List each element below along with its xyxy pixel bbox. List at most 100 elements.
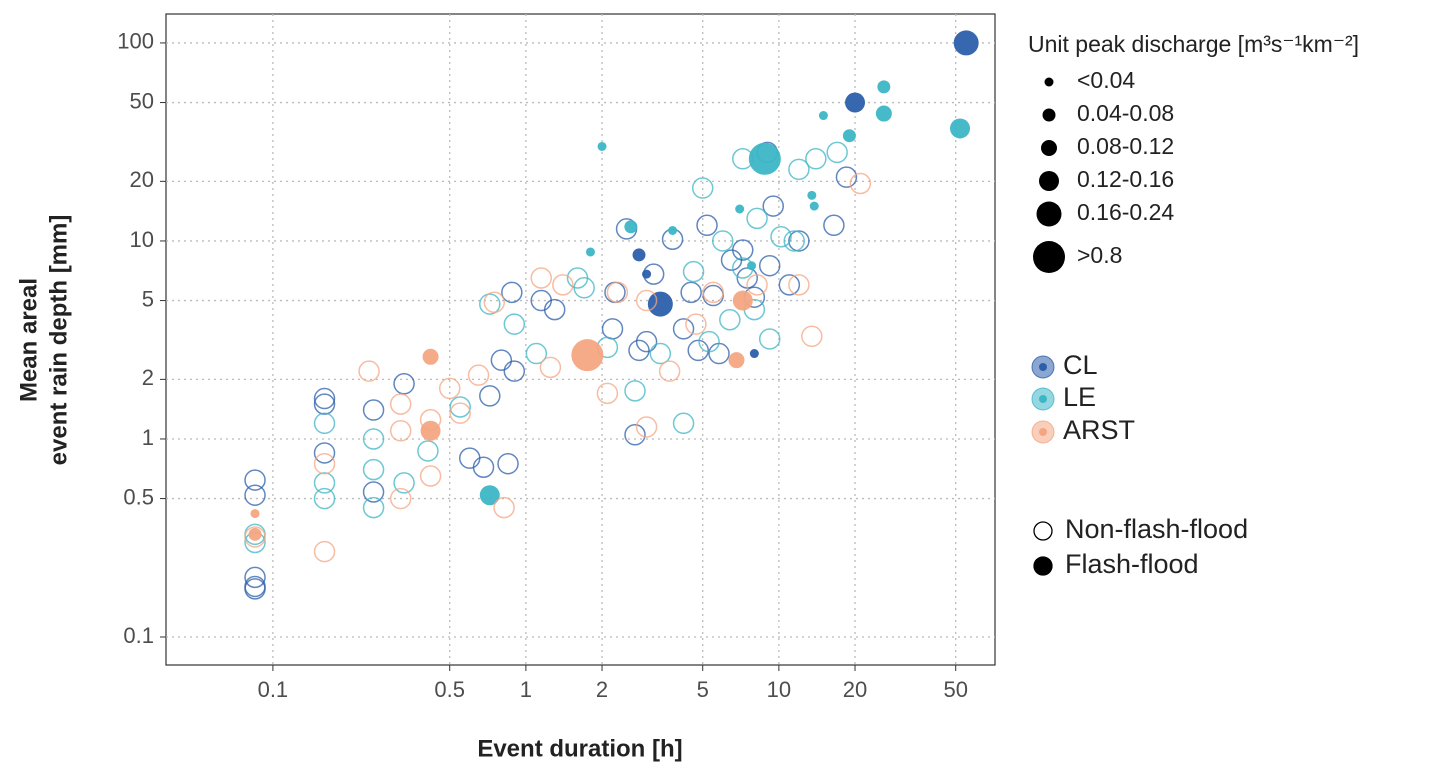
flash-point [747,261,757,271]
flood-legend-key [1033,556,1053,576]
non-flash-point [720,249,743,271]
flash-point [818,111,828,121]
non-flash-point [539,356,562,379]
non-flash-point [691,177,714,199]
flash-point [597,141,607,151]
non-flash-point [530,289,552,312]
non-flash-point [525,342,548,365]
non-flash-point [758,328,781,350]
non-flash-point [758,254,781,277]
flash-point [875,105,892,122]
x-tick-label: 50 [943,677,967,702]
x-tick-label: 5 [697,677,709,702]
size-legend-key [1044,77,1054,87]
non-flash-point [244,469,266,491]
x-tick-label: 0.1 [258,677,289,702]
non-flash-point [788,230,810,252]
non-flash-point [393,373,415,395]
flash-point [422,348,439,365]
non-flash-point [788,274,810,296]
y-tick-label: 0.1 [123,623,154,648]
non-flash-point [362,481,385,503]
non-flash-point [698,330,720,353]
flash-point [877,80,891,94]
x-tick-label: 20 [843,677,867,702]
y-axis-label: Mean areal [15,278,42,402]
size-legend-key [1036,201,1062,227]
non-flash-point [313,387,336,410]
non-flash-point [501,281,523,304]
non-flash-point [362,496,385,519]
flash-point [250,509,260,519]
non-flash-point [685,313,707,335]
flash-point [728,352,745,369]
legend-label: ARST [1063,415,1135,445]
non-flash-point [362,399,385,421]
y-tick-label: 0.5 [123,484,154,509]
non-flash-point [358,360,380,382]
non-flash-point [801,325,823,348]
non-flash-point [530,267,552,289]
flash-point [842,129,856,143]
legend-key [1039,395,1047,403]
non-flash-point [702,281,724,304]
non-flash-point [624,424,646,446]
size-legend-label: 0.08-0.12 [1077,133,1174,159]
flash-point [668,225,678,235]
non-flash-point [672,318,695,340]
flash-point [748,142,781,175]
flood-legend-key [1033,521,1053,541]
legend-label: CL [1063,350,1098,380]
non-flash-point [835,166,858,188]
non-flash-point [362,458,385,481]
non-flash-point [624,380,646,402]
non-flash-point [826,141,848,164]
y-tick-label: 100 [117,29,154,54]
non-flash-point [606,281,629,304]
size-legend-label: >0.8 [1077,242,1122,268]
flash-point [248,527,262,541]
non-flash-point [732,148,754,170]
flood-legend-label: Non-flash-flood [1065,514,1248,544]
flash-point [807,190,817,200]
non-flash-point [438,377,461,400]
non-flash-point [719,309,741,331]
non-flash-point [788,158,810,181]
non-flash-point [313,540,336,563]
non-flash-point [362,428,385,450]
non-flash-point [746,207,768,230]
non-flash-point [244,526,266,548]
legend-key [1039,363,1047,371]
non-flash-point [244,566,266,589]
size-legend-key [1042,108,1056,122]
non-flash-point [483,291,506,314]
non-flash-point [417,440,439,462]
non-flash-point [732,239,754,261]
non-flash-point [658,360,681,382]
y-tick-label: 1 [142,425,154,450]
non-flash-point [566,267,589,289]
x-axis-label: Event duration [h] [477,735,682,762]
y-tick-label: 2 [142,365,154,390]
non-flash-point [313,412,336,435]
non-flash-point [503,313,526,335]
flash-point [479,485,500,506]
non-flash-point [543,298,566,321]
non-flash-point [449,402,471,424]
x-tick-label: 2 [596,677,608,702]
y-tick-label: 10 [130,227,154,252]
non-flash-point [503,360,526,382]
non-flash-point [419,465,442,487]
non-flash-point [497,452,519,475]
size-legend-key [1041,140,1057,156]
non-flash-point [732,257,754,279]
non-flash-point [389,420,412,442]
non-flash-point [479,385,501,407]
non-flash-point [389,393,412,415]
non-flash-point [696,214,718,237]
y-tick-label: 5 [142,286,154,311]
non-flash-point [635,416,658,438]
non-flash-point [596,382,619,405]
size-legend-label: 0.04-0.08 [1077,100,1174,126]
